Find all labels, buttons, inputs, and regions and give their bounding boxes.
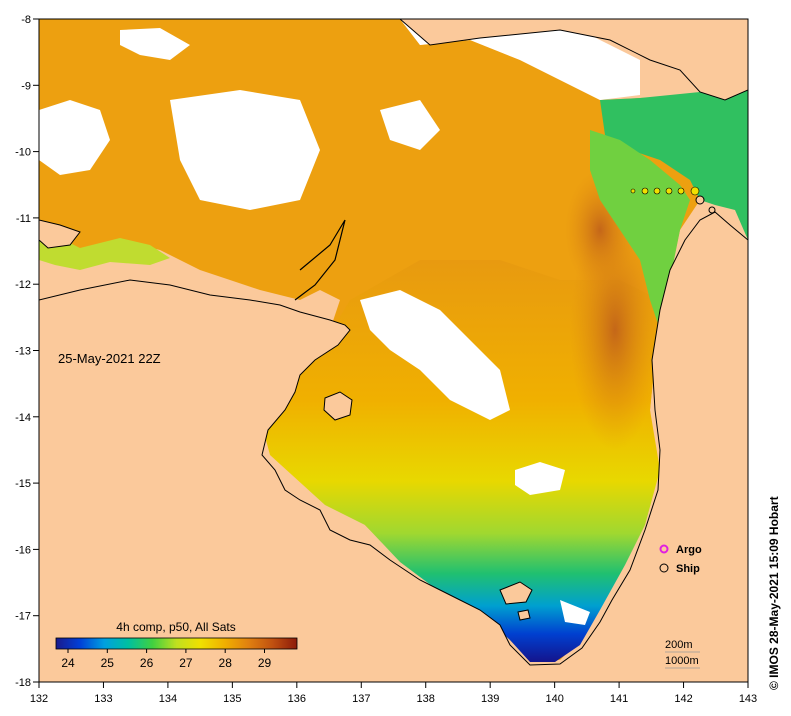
y-tick-label: -16 xyxy=(15,544,31,556)
melville-island xyxy=(39,219,81,249)
groote-eylandt xyxy=(323,391,353,421)
arnhem-land xyxy=(39,211,748,682)
ship-marker xyxy=(659,563,669,573)
gulf-of-carpentaria xyxy=(262,260,660,662)
ship-label: Ship xyxy=(676,563,700,575)
colorbar-title: 4h comp, p50, All Sats xyxy=(116,620,235,634)
y-tick-label: -17 xyxy=(15,611,31,623)
x-tick-label: 134 xyxy=(159,693,177,705)
platform-legend: Argo Ship xyxy=(659,544,702,575)
y-tick-label: -11 xyxy=(16,213,31,225)
y-tick-label: -18 xyxy=(15,677,31,689)
landmasses xyxy=(39,19,748,682)
colorbar-tick-label: 28 xyxy=(219,656,233,670)
x-tick-label: 143 xyxy=(739,693,757,705)
colorbar: 4h comp, p50, All Sats 24 25 26 27 28 29 xyxy=(55,620,298,670)
depth-200m-label: 200m xyxy=(665,639,693,651)
x-tick-label: 139 xyxy=(481,693,499,705)
y-tick-label: -12 xyxy=(15,279,31,291)
colorbar-tick-label: 26 xyxy=(140,656,154,670)
x-axis: 132 133 134 135 136 137 138 139 140 141 142 143 xyxy=(30,682,757,705)
x-tick-label: 135 xyxy=(223,693,241,705)
mornington-island xyxy=(499,581,533,605)
x-tick-label: 138 xyxy=(417,693,435,705)
x-tick-label: 133 xyxy=(94,693,112,705)
y-tick-label: -9 xyxy=(21,80,31,92)
colorbar-tick-label: 29 xyxy=(258,656,272,670)
x-tick-label: 132 xyxy=(30,693,48,705)
x-tick-label: 136 xyxy=(288,693,306,705)
y-tick-label: -14 xyxy=(15,412,31,424)
y-tick-label: -10 xyxy=(15,147,31,159)
argo-label: Argo xyxy=(676,544,702,556)
x-tick-label: 141 xyxy=(610,693,628,705)
y-tick-label: -8 xyxy=(21,14,31,26)
colorbar-ticks: 24 25 26 27 28 29 xyxy=(61,649,271,670)
torres-strait-water xyxy=(600,90,748,240)
date-label: 25-May-2021 22Z xyxy=(58,351,161,366)
new-guinea xyxy=(399,19,748,101)
colorbar-tick-label: 27 xyxy=(179,656,193,670)
depth-1000m-label: 1000m xyxy=(665,655,699,667)
y-tick-label: -15 xyxy=(15,478,31,490)
colorbar-tick-label: 25 xyxy=(101,656,115,670)
y-tick-label: -13 xyxy=(15,346,31,358)
colorbar-tick-label: 24 xyxy=(61,656,75,670)
x-tick-label: 140 xyxy=(545,693,563,705)
map-canvas: 200m 1000m xyxy=(39,19,748,682)
credit-label: © IMOS 28-May-2021 15:09 Hobart xyxy=(767,496,781,690)
ship-track xyxy=(630,186,700,196)
x-tick-label: 137 xyxy=(352,693,370,705)
x-tick-label: 142 xyxy=(674,693,692,705)
colorbar-bar xyxy=(55,637,298,650)
argo-marker xyxy=(659,544,669,554)
y-axis: -8 -9 -10 -11 -12 -13 -14 -15 -16 -17 -18 xyxy=(15,14,39,689)
